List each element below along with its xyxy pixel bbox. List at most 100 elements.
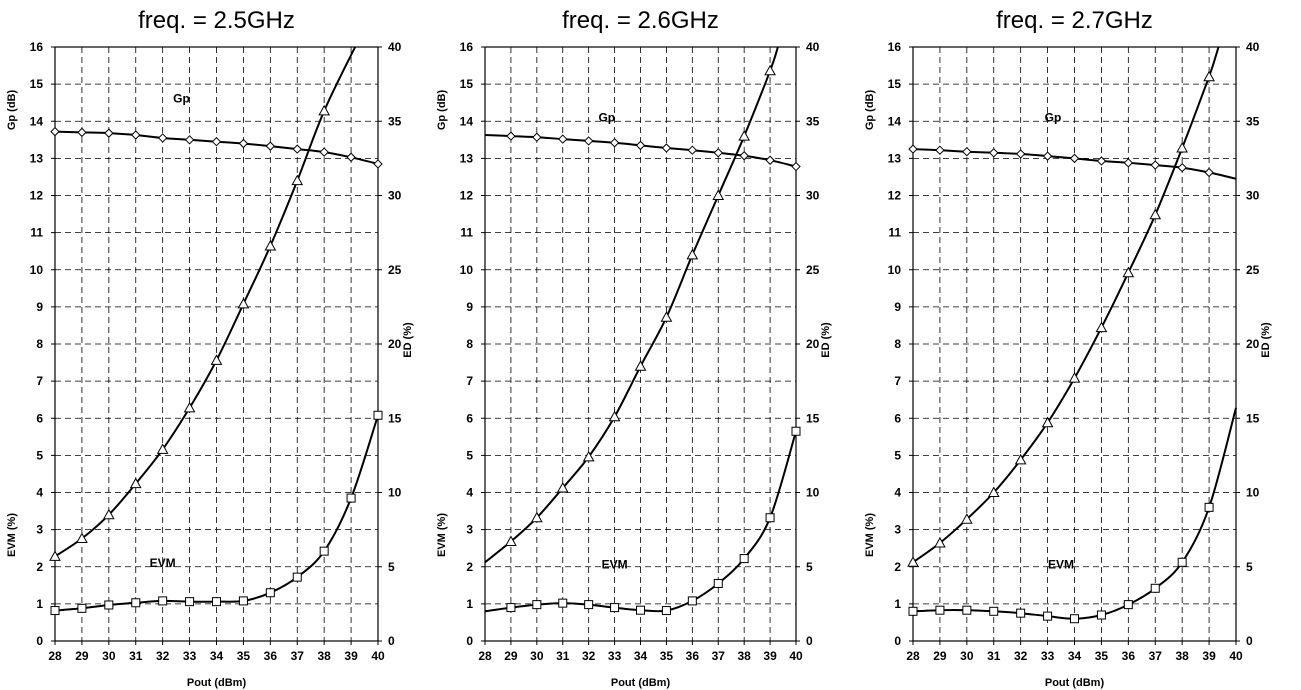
y-right-tick-label: 15 — [806, 411, 820, 425]
x-tick-label: 31 — [556, 649, 570, 663]
data-point-square — [185, 597, 195, 607]
y-left-axis-label-evm: EVM (%) — [6, 513, 18, 557]
y-left-tick-label: 8 — [36, 337, 43, 351]
data-point-square — [989, 606, 999, 616]
y-left-tick-label: 11 — [30, 226, 43, 240]
x-tick-label: 32 — [1014, 649, 1028, 663]
data-point-diamond — [989, 148, 999, 158]
data-point-triangle — [712, 189, 725, 200]
data-point-triangle — [960, 513, 973, 524]
x-tick-label: 32 — [582, 649, 596, 663]
x-tick-label: 37 — [1149, 649, 1163, 663]
y-left-tick-label: 3 — [894, 523, 901, 537]
y-left-tick-label: 1 — [894, 597, 901, 611]
data-point-square — [77, 603, 87, 613]
y-left-tick-label: 3 — [466, 523, 473, 537]
x-tick-label: 32 — [156, 649, 170, 663]
data-point-square — [610, 603, 620, 613]
x-tick-label: 38 — [317, 649, 331, 663]
data-point-diamond — [908, 144, 918, 154]
y-left-tick-label: 6 — [36, 411, 43, 425]
data-point-diamond — [1150, 160, 1160, 170]
series-label: ED — [580, 0, 597, 2]
series-line — [484, 46, 779, 564]
y-left-tick-label: 16 — [460, 40, 474, 54]
data-point-diamond — [1123, 158, 1134, 168]
y-left-tick-label: 12 — [888, 189, 902, 203]
y-left-axis-label-evm: EVM (%) — [864, 513, 876, 557]
data-point-triangle — [1041, 416, 1054, 428]
y-right-tick-label: 25 — [388, 263, 402, 277]
chart-title: freq. = 2.6GHz — [562, 7, 719, 34]
data-point-diamond — [1015, 149, 1026, 159]
data-point-diamond — [687, 145, 698, 155]
series-gp: Gp — [50, 92, 383, 169]
y-right-tick-label: 5 — [1246, 560, 1253, 574]
x-tick-label: 33 — [1041, 649, 1055, 663]
x-tick-label: 38 — [737, 649, 751, 663]
data-point-triangle — [987, 486, 1000, 497]
x-tick-label: 30 — [102, 649, 116, 663]
x-tick-label: 37 — [712, 649, 726, 663]
series-gp: Gp — [908, 110, 1237, 180]
data-point-triangle — [556, 482, 569, 493]
y-left-tick-label: 16 — [888, 40, 902, 54]
y-left-tick-label: 0 — [894, 634, 901, 648]
x-tick-label: 39 — [763, 649, 777, 663]
y-right-tick-label: 35 — [806, 114, 820, 128]
data-point-diamond — [558, 134, 568, 144]
data-point-triangle — [1176, 141, 1189, 153]
y-left-tick-label: 7 — [894, 374, 901, 388]
chart-title: freq. = 2.7GHz — [996, 7, 1153, 34]
y-right-tick-label: 10 — [1246, 486, 1260, 500]
data-point-square — [131, 598, 141, 608]
y-left-tick-label: 12 — [460, 189, 474, 203]
data-point-triangle — [1014, 453, 1027, 465]
y-left-tick-label: 1 — [466, 597, 473, 611]
x-tick-label: 30 — [530, 649, 544, 663]
data-point-square — [713, 578, 723, 588]
y-left-tick-label: 13 — [460, 151, 474, 165]
series-label: Gp — [598, 110, 615, 124]
data-point-diamond — [1042, 151, 1053, 161]
data-point-triangle — [318, 104, 331, 116]
x-tick-label: 28 — [906, 649, 920, 663]
y-left-tick-label: 9 — [36, 300, 43, 314]
y-right-tick-label: 15 — [388, 411, 402, 425]
data-point-square — [532, 600, 542, 610]
y-left-axis-label-gp: Gp (dB) — [436, 90, 448, 131]
y-right-tick-label: 35 — [1246, 114, 1260, 128]
data-point-triangle — [156, 443, 169, 454]
x-tick-label: 39 — [1202, 649, 1216, 663]
y-left-tick-label: 16 — [30, 40, 44, 54]
data-point-triangle — [907, 556, 919, 567]
x-tick-label: 28 — [48, 649, 62, 663]
data-point-triangle — [738, 130, 751, 141]
y-right-tick-label: 0 — [1246, 634, 1253, 648]
x-axis-label: Pout (dBm) — [611, 677, 671, 689]
data-point-triangle — [764, 64, 776, 76]
x-tick-label: 29 — [75, 649, 89, 663]
data-point-diamond — [739, 151, 749, 161]
x-tick-label: 31 — [129, 649, 143, 663]
y-right-tick-label: 5 — [806, 560, 813, 574]
data-point-diamond — [1204, 167, 1214, 178]
y-left-axis-label-gp: Gp (dB) — [864, 90, 876, 131]
data-point-diamond — [609, 138, 620, 148]
data-point-triangle — [76, 532, 88, 544]
x-tick-label: 35 — [237, 649, 251, 663]
y-left-tick-label: 14 — [888, 114, 902, 128]
data-point-square — [1150, 583, 1160, 593]
series-line — [54, 46, 357, 558]
data-point-diamond — [661, 143, 672, 153]
data-point-triangle — [608, 410, 621, 422]
data-point-triangle — [102, 508, 115, 520]
data-point-diamond — [935, 145, 945, 155]
y-right-tick-label: 30 — [1246, 189, 1260, 203]
y-left-tick-label: 2 — [894, 560, 901, 574]
y-left-tick-label: 15 — [460, 77, 474, 91]
x-tick-label: 28 — [478, 649, 492, 663]
y-left-tick-label: 6 — [894, 411, 901, 425]
y-right-tick-label: 20 — [388, 337, 402, 351]
